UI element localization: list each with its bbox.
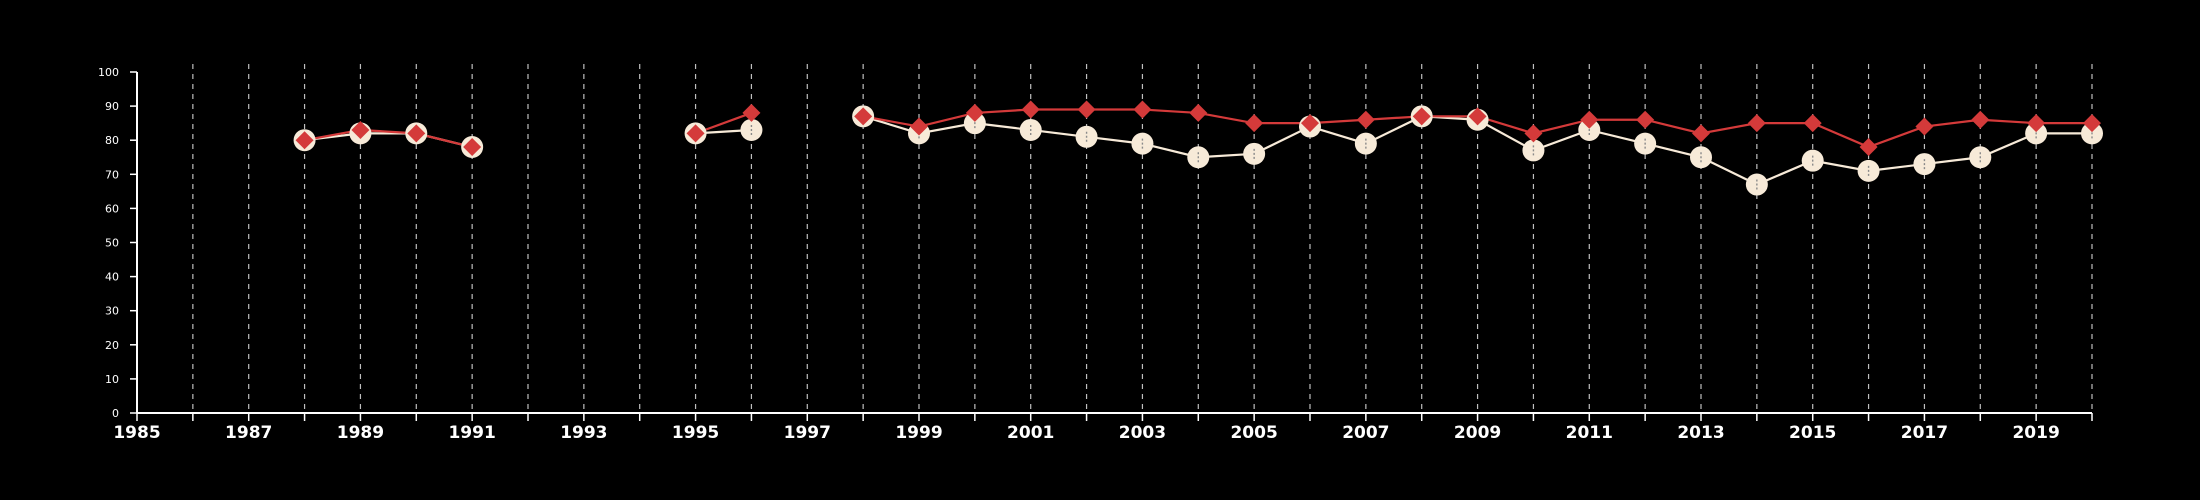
- y-tick-label: 10: [105, 373, 119, 386]
- x-tick-label: 2005: [1230, 423, 1277, 443]
- x-tick-label: 2015: [1789, 423, 1836, 443]
- x-tick-label: 2011: [1566, 423, 1613, 443]
- x-tick-label: 1997: [784, 423, 831, 443]
- diamond-marker: [1915, 117, 1934, 136]
- y-tick-label: 30: [105, 305, 119, 318]
- x-tick-label: 1989: [337, 423, 384, 443]
- diamond-marker: [2083, 114, 2101, 133]
- y-tick-label: 90: [105, 100, 119, 113]
- series-line-diamond: [304, 128, 473, 149]
- diamond-marker: [407, 124, 426, 143]
- x-tick-label: 2003: [1119, 423, 1166, 443]
- diamond-marker: [1245, 114, 1264, 133]
- diamond-marker: [295, 131, 314, 150]
- x-tick-label: 1985: [113, 423, 160, 443]
- diamond-marker: [1189, 103, 1208, 122]
- diamond-marker: [1580, 110, 1599, 129]
- diamond-marker: [1412, 107, 1431, 126]
- diamond-marker: [965, 103, 984, 122]
- diamond-marker: [1468, 107, 1487, 126]
- y-tick-label: 20: [105, 339, 119, 352]
- x-tick-label: 1991: [448, 423, 495, 443]
- diamond-marker: [686, 124, 705, 143]
- y-tick-label: 100: [98, 66, 119, 79]
- x-tick-label: 1995: [672, 423, 719, 443]
- x-tick-label: 2013: [1677, 423, 1724, 443]
- x-tick-label: 2019: [2012, 423, 2059, 443]
- grid-layer: [192, 64, 2093, 413]
- diamond-marker: [910, 117, 928, 136]
- x-tick-label: 2001: [1007, 423, 1054, 443]
- diamond-marker: [1971, 110, 1990, 129]
- x-tick-label: 2007: [1342, 423, 1389, 443]
- x-tick-label: 2017: [1901, 423, 1948, 443]
- y-tick-label: 0: [112, 407, 119, 420]
- x-tick-label: 1993: [560, 423, 607, 443]
- x-tick-label: 1987: [225, 423, 272, 443]
- diamond-marker: [1692, 124, 1710, 143]
- axes-layer: 0 10 20 30 40 50 60 70 80 90 100 1985 1987 1989 1991 19…: [98, 66, 2093, 443]
- y-tick-label: 70: [105, 168, 119, 181]
- y-tick-label: 80: [105, 134, 119, 147]
- y-tick-label: 60: [105, 202, 119, 215]
- y-tick-label: 40: [105, 271, 119, 284]
- diamond-marker: [1859, 138, 1878, 157]
- y-tick-label: 50: [105, 237, 119, 250]
- diamond-marker: [854, 107, 873, 126]
- diamond-marker: [1021, 100, 1040, 119]
- diamond-marker: [351, 120, 370, 139]
- diamond-marker: [1077, 100, 1096, 119]
- x-tick-label: 2009: [1454, 423, 1501, 443]
- diamond-marker: [1636, 110, 1655, 129]
- diamond-marker: [742, 103, 761, 122]
- diamond-marker: [463, 138, 482, 157]
- x-tick-label: 1999: [895, 423, 942, 443]
- series-layer: [293, 100, 2103, 196]
- diamond-marker: [1803, 114, 1822, 133]
- diamond-marker: [1133, 100, 1152, 119]
- diamond-marker: [2027, 114, 2046, 133]
- diamond-marker: [1524, 124, 1543, 143]
- diamond-marker: [1747, 114, 1766, 133]
- diamond-marker: [1301, 114, 1319, 133]
- diamond-marker: [1356, 110, 1375, 129]
